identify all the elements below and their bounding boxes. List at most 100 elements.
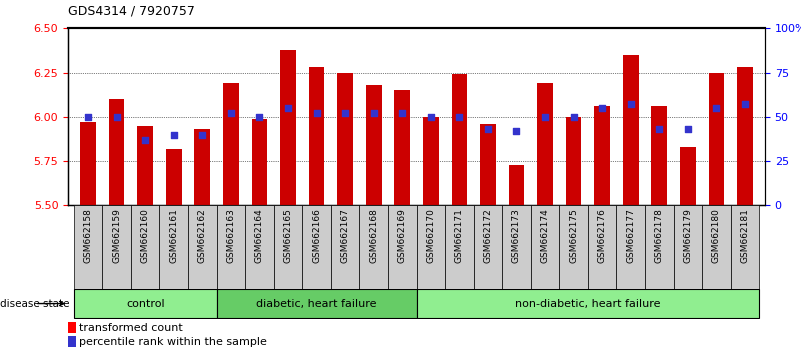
Text: GSM662161: GSM662161 — [169, 208, 179, 263]
Point — [453, 114, 465, 120]
Text: GSM662173: GSM662173 — [512, 208, 521, 263]
Bar — [252, 119, 268, 205]
Point — [82, 114, 95, 120]
Text: control: control — [126, 298, 164, 309]
Point — [510, 128, 523, 134]
Bar — [337, 73, 353, 205]
Text: GSM662175: GSM662175 — [569, 208, 578, 263]
Bar — [737, 67, 753, 205]
Point — [481, 126, 494, 132]
Text: percentile rank within the sample: percentile rank within the sample — [78, 337, 267, 347]
Bar — [645, 205, 674, 294]
Bar — [216, 289, 417, 318]
Text: GDS4314 / 7920757: GDS4314 / 7920757 — [68, 5, 195, 18]
Bar — [702, 205, 731, 294]
Text: GSM662171: GSM662171 — [455, 208, 464, 263]
Point — [567, 114, 580, 120]
Bar — [137, 126, 153, 205]
Text: GSM662174: GSM662174 — [541, 208, 549, 263]
Bar — [308, 67, 324, 205]
Bar — [423, 117, 439, 205]
Text: GSM662168: GSM662168 — [369, 208, 378, 263]
Bar — [531, 205, 559, 294]
Point — [624, 102, 637, 107]
Point — [253, 114, 266, 120]
Bar — [680, 147, 696, 205]
Bar — [166, 149, 182, 205]
Point — [653, 126, 666, 132]
Bar — [245, 205, 274, 294]
Bar — [417, 205, 445, 294]
Text: GSM662180: GSM662180 — [712, 208, 721, 263]
Text: GSM662160: GSM662160 — [141, 208, 150, 263]
Bar — [594, 106, 610, 205]
Text: GSM662165: GSM662165 — [284, 208, 292, 263]
Point — [739, 102, 751, 107]
Text: transformed count: transformed count — [78, 322, 183, 332]
Bar — [223, 83, 239, 205]
Text: GSM662178: GSM662178 — [654, 208, 664, 263]
Point — [224, 110, 237, 116]
Text: diabetic, heart failure: diabetic, heart failure — [256, 298, 376, 309]
Bar — [68, 336, 76, 347]
Bar — [280, 50, 296, 205]
Bar — [302, 205, 331, 294]
Bar — [159, 205, 188, 294]
Bar — [394, 90, 410, 205]
Text: GSM662162: GSM662162 — [198, 208, 207, 263]
Bar — [445, 205, 473, 294]
Bar — [509, 165, 525, 205]
Bar — [74, 205, 103, 294]
Text: GSM662166: GSM662166 — [312, 208, 321, 263]
Bar — [331, 205, 360, 294]
Bar — [388, 205, 417, 294]
Point — [111, 114, 123, 120]
Bar — [617, 205, 645, 294]
Text: GSM662158: GSM662158 — [83, 208, 93, 263]
Bar — [480, 124, 496, 205]
Point — [710, 105, 723, 111]
Point — [310, 110, 323, 116]
Point — [425, 114, 437, 120]
Text: non-diabetic, heart failure: non-diabetic, heart failure — [515, 298, 661, 309]
Bar — [731, 205, 759, 294]
Text: GSM662170: GSM662170 — [426, 208, 435, 263]
Bar — [417, 289, 759, 318]
Point — [139, 137, 151, 143]
Bar — [674, 205, 702, 294]
Point — [339, 110, 352, 116]
Bar — [360, 205, 388, 294]
Text: GSM662181: GSM662181 — [740, 208, 750, 263]
Bar — [80, 122, 96, 205]
Bar — [709, 73, 724, 205]
Text: GSM662163: GSM662163 — [227, 208, 235, 263]
Bar — [188, 205, 216, 294]
Bar — [537, 83, 553, 205]
Bar — [473, 205, 502, 294]
Text: GSM662164: GSM662164 — [255, 208, 264, 263]
Bar — [216, 205, 245, 294]
Bar — [651, 106, 667, 205]
Bar — [274, 205, 302, 294]
Bar — [366, 85, 381, 205]
Bar — [68, 322, 76, 333]
Text: GSM662172: GSM662172 — [484, 208, 493, 263]
Point — [682, 126, 694, 132]
Bar — [103, 205, 131, 294]
Text: GSM662176: GSM662176 — [598, 208, 606, 263]
Point — [196, 132, 209, 137]
Bar — [588, 205, 617, 294]
Bar — [566, 117, 582, 205]
Bar — [502, 205, 531, 294]
Text: GSM662169: GSM662169 — [398, 208, 407, 263]
Text: disease state: disease state — [0, 298, 70, 309]
Text: GSM662179: GSM662179 — [683, 208, 692, 263]
Bar — [195, 129, 210, 205]
Point — [167, 132, 180, 137]
Point — [368, 110, 380, 116]
Text: GSM662177: GSM662177 — [626, 208, 635, 263]
Point — [538, 114, 551, 120]
Bar — [559, 205, 588, 294]
Bar — [131, 205, 159, 294]
Bar — [452, 74, 467, 205]
